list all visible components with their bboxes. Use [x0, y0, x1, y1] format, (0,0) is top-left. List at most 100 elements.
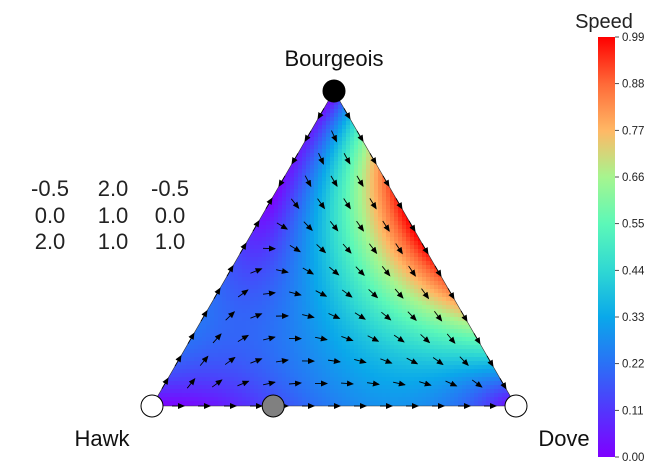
vertex-label-left: Hawk	[74, 426, 130, 451]
heatmap-cell	[322, 389, 327, 394]
heatmap-cell	[186, 333, 191, 338]
heatmap-cell	[314, 101, 319, 106]
heatmap-cell	[326, 117, 331, 122]
heatmap-cell	[186, 397, 191, 402]
heatmap-cell	[290, 213, 295, 218]
heatmap-cell	[334, 385, 339, 390]
heatmap-cell	[350, 209, 355, 214]
heatmap-cell	[226, 389, 231, 394]
heatmap-cell	[358, 289, 363, 294]
heatmap-cell	[458, 285, 463, 290]
heatmap-cell	[374, 369, 379, 374]
heatmap-cell	[262, 333, 267, 338]
heatmap-cell	[318, 393, 323, 398]
heatmap-cell	[350, 105, 355, 110]
vector-arrow	[318, 152, 324, 165]
heatmap-cell	[362, 257, 367, 262]
heatmap-cell	[390, 305, 395, 310]
heatmap-cell	[246, 377, 251, 382]
heatmap-cell	[506, 365, 511, 370]
heatmap-cell	[394, 297, 399, 302]
heatmap-cell	[510, 91, 515, 94]
heatmap-cell	[394, 365, 399, 370]
heatmap-cell	[366, 137, 371, 142]
heatmap-cell	[458, 397, 463, 402]
heatmap-cell	[342, 309, 347, 314]
heatmap-cell	[362, 173, 367, 178]
heatmap-cell	[274, 345, 279, 350]
heatmap-cell	[322, 333, 327, 338]
heatmap-cell	[370, 329, 375, 334]
heatmap-cell	[274, 209, 279, 214]
heatmap-cell	[254, 233, 259, 238]
heatmap-cell	[250, 357, 255, 362]
heatmap-cell	[326, 173, 331, 178]
heatmap-cell	[218, 261, 223, 266]
heatmap-cell	[330, 205, 335, 210]
heatmap-cell	[474, 325, 479, 330]
heatmap-cell	[274, 325, 279, 330]
heatmap-cell	[314, 201, 319, 206]
heatmap-cell	[350, 181, 355, 186]
heatmap-cell	[330, 257, 335, 262]
heatmap-cell	[342, 349, 347, 354]
vector-arrow	[421, 243, 429, 255]
heatmap-cell	[398, 357, 403, 362]
heatmap-cell	[266, 257, 271, 262]
heatmap-cell	[354, 365, 359, 370]
heatmap-cell	[298, 265, 303, 270]
heatmap-cell	[306, 329, 311, 334]
heatmap-cell	[346, 261, 351, 266]
heatmap-cell	[354, 225, 359, 230]
heatmap-cell	[422, 389, 427, 394]
heatmap-cell	[294, 181, 299, 186]
heatmap-cell	[274, 237, 279, 242]
heatmap-cell	[454, 325, 459, 330]
heatmap-cell	[266, 393, 271, 398]
heatmap-cell	[302, 329, 307, 334]
heatmap-cell	[310, 129, 315, 134]
heatmap-cell	[258, 273, 263, 278]
heatmap-cell	[210, 317, 215, 322]
heatmap-cell	[362, 217, 367, 222]
heatmap-cell	[510, 369, 515, 374]
vector-arrow	[445, 380, 458, 387]
heatmap-cell	[422, 325, 427, 330]
heatmap-cell	[350, 377, 355, 382]
heatmap-cell	[246, 333, 251, 338]
heatmap-cell	[410, 293, 415, 298]
heatmap-cell	[290, 397, 295, 402]
heatmap-cell	[198, 369, 203, 374]
heatmap-cell	[314, 169, 319, 174]
heatmap-cell	[238, 373, 243, 378]
heatmap-cell	[318, 97, 323, 102]
heatmap-cell	[330, 365, 335, 370]
heatmap-cell	[278, 285, 283, 290]
heatmap-cell	[262, 317, 267, 322]
heatmap-cell	[390, 373, 395, 378]
heatmap-cell	[242, 257, 247, 262]
heatmap-cell	[374, 317, 379, 322]
heatmap-cell	[234, 377, 239, 382]
heatmap-cell	[386, 245, 391, 250]
heatmap-cell	[270, 225, 275, 230]
vector-arrow	[199, 355, 209, 366]
heatmap-cell	[258, 217, 263, 222]
heatmap-cell	[286, 149, 291, 154]
vector-arrow	[213, 287, 221, 299]
heatmap-cell	[198, 353, 203, 358]
heatmap-cell	[362, 253, 367, 258]
heatmap-cell	[298, 373, 303, 378]
heatmap-cell	[362, 197, 367, 202]
heatmap-cell	[238, 265, 243, 270]
heatmap-cell	[342, 377, 347, 382]
heatmap-cell	[350, 317, 355, 322]
heatmap-cell	[326, 125, 331, 130]
heatmap-cell	[318, 133, 323, 138]
heatmap-cell	[458, 377, 463, 382]
colorbar-tick-label: 0.22	[622, 359, 644, 371]
heatmap-cell	[382, 381, 387, 386]
heatmap-cell	[266, 181, 271, 186]
heatmap-cell	[170, 377, 175, 382]
vector-arrow	[420, 334, 431, 344]
